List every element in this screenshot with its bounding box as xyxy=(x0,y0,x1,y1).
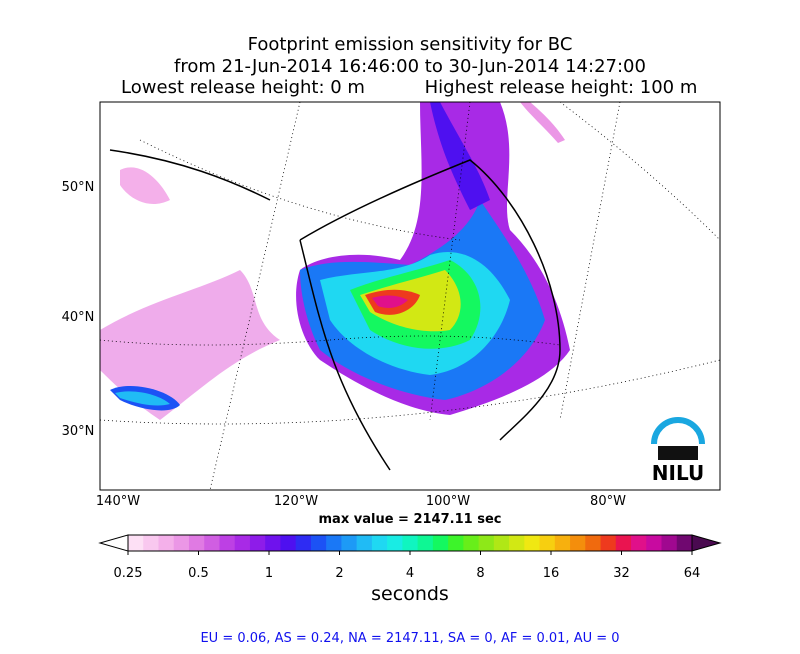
colorbar-segment xyxy=(143,535,159,551)
colorbar-segment xyxy=(676,535,693,551)
max-value: max value = 2147.11 sec xyxy=(319,512,502,527)
title-line: Footprint emission sensitivity for BC xyxy=(248,34,573,55)
colorbar-segment xyxy=(371,535,388,551)
colorbar-segment xyxy=(356,535,373,551)
lat-label: 30°N xyxy=(62,424,95,439)
logo-text: NILU xyxy=(652,461,704,485)
tick-label: 16 xyxy=(543,566,560,581)
colorbar-segment xyxy=(539,535,556,551)
colorbar-segment xyxy=(173,535,190,551)
colorbar-label: seconds xyxy=(371,583,449,605)
tick-label: 64 xyxy=(684,566,701,581)
colorbar-segment xyxy=(509,535,525,551)
tick-label: 32 xyxy=(613,566,630,581)
colorbar-segment xyxy=(128,535,144,551)
tick-label: 4 xyxy=(406,566,414,581)
colorbar-segment xyxy=(249,535,266,551)
colorbar-segment xyxy=(524,535,541,551)
colorbar-segment xyxy=(234,535,251,551)
title-lowest: Lowest release height: 0 m xyxy=(121,77,365,98)
lat-label: 40°N xyxy=(62,310,95,325)
colorbar-under xyxy=(98,534,129,552)
colorbar-segment xyxy=(326,535,342,551)
tick-label: 0.5 xyxy=(188,566,209,581)
colorbar-segment xyxy=(615,535,632,551)
colorbar-segment xyxy=(310,535,327,551)
map: NILU xyxy=(99,101,721,491)
colorbar-segment xyxy=(204,535,220,551)
lon-label: 140°W xyxy=(96,494,140,509)
lon-label: 80°W xyxy=(590,494,626,509)
colorbar-segment xyxy=(341,535,358,551)
logo: NILU xyxy=(651,417,705,485)
tick-label: 0.25 xyxy=(114,566,143,581)
colorbar-segment xyxy=(417,535,434,551)
colorbar-segment xyxy=(631,535,647,551)
tick-label: 1 xyxy=(265,566,273,581)
title-line: from 21-Jun-2014 16:46:00 to 30-Jun-2014… xyxy=(174,56,646,77)
colorbar: 0.25 0.5 1 2 4 8 16 32 64 xyxy=(98,534,722,581)
colorbar-segment xyxy=(295,535,312,551)
colorbar-segment xyxy=(554,535,571,551)
tick-label: 2 xyxy=(335,566,343,581)
footer: EU = 0.06, AS = 0.24, NA = 2147.11, SA =… xyxy=(200,631,619,646)
colorbar-segment xyxy=(478,535,495,551)
colorbar-segment xyxy=(432,535,449,551)
colorbar-segment xyxy=(448,535,464,551)
tick-label: 8 xyxy=(476,566,484,581)
colorbar-segment xyxy=(402,535,419,551)
colorbar-segment xyxy=(600,535,617,551)
lon-label: 120°W xyxy=(274,494,318,509)
colorbar-over xyxy=(691,534,722,552)
colorbar-segment xyxy=(158,535,175,551)
colorbar-segment xyxy=(219,535,236,551)
title-highest: Highest release height: 100 m xyxy=(425,77,698,98)
colorbar-segment xyxy=(646,535,663,551)
colorbar-segment xyxy=(661,535,678,551)
colorbar-segment xyxy=(493,535,510,551)
colorbar-segment xyxy=(387,535,403,551)
lon-label: 100°W xyxy=(426,494,470,509)
colorbar-segment xyxy=(570,535,586,551)
colorbar-segment xyxy=(463,535,480,551)
colorbar-segment xyxy=(280,535,297,551)
lat-label: 50°N xyxy=(62,180,95,195)
colorbar-segment xyxy=(188,535,205,551)
colorbar-segment xyxy=(585,535,602,551)
colorbar-segment xyxy=(265,535,281,551)
